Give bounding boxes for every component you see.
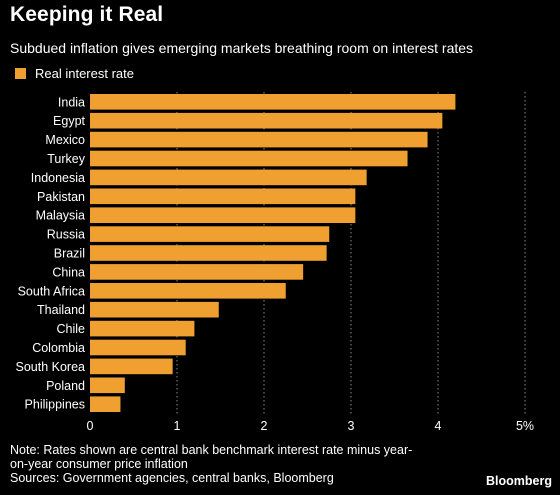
bar	[90, 150, 408, 167]
bar	[90, 264, 304, 280]
x-tick-label: 0	[87, 419, 94, 433]
category-label: Philippines	[25, 398, 85, 412]
footnote: Note: Rates shown are central bank bench…	[10, 443, 450, 485]
category-label: Mexico	[45, 133, 85, 147]
category-label: China	[52, 265, 85, 279]
bar	[90, 188, 356, 205]
category-label: Thailand	[37, 303, 85, 317]
bar	[90, 301, 219, 318]
category-label: Russia	[47, 228, 85, 242]
bar	[90, 169, 367, 186]
x-tick-label: 5%	[516, 419, 534, 433]
chart-title: Keeping it Real	[10, 3, 164, 26]
bar	[90, 339, 186, 356]
note-line-1: Note: Rates shown are central bank bench…	[10, 443, 413, 457]
category-label: Chile	[57, 322, 86, 336]
bar	[90, 94, 456, 110]
bar	[90, 245, 327, 261]
x-tick-label: 2	[261, 419, 268, 433]
bar	[90, 358, 173, 375]
bar	[90, 377, 125, 394]
category-label: Poland	[46, 379, 85, 393]
bar	[90, 207, 356, 223]
chart-subtitle: Subdued inflation gives emerging markets…	[10, 40, 474, 56]
x-tick-label: 4	[435, 419, 442, 433]
category-label: Indonesia	[31, 171, 85, 185]
note-line-2: on-year consumer price inflation	[10, 457, 188, 471]
x-tick-label: 1	[174, 419, 181, 433]
category-label: South Korea	[16, 360, 86, 374]
x-tick-label: 3	[348, 419, 355, 433]
bloomberg-logo: Bloomberg	[486, 474, 552, 488]
category-label: Colombia	[32, 341, 85, 355]
bar	[90, 226, 330, 242]
category-label: Turkey	[47, 152, 85, 166]
bar	[90, 283, 286, 299]
bar	[90, 131, 428, 148]
legend-swatch	[15, 68, 26, 79]
category-label: Pakistan	[37, 190, 85, 204]
category-label: Egypt	[53, 114, 85, 128]
category-label: South Africa	[18, 284, 85, 298]
category-label: Malaysia	[36, 209, 85, 223]
category-label: Brazil	[54, 247, 85, 261]
legend: Real interest rate	[15, 66, 134, 81]
category-label: India	[58, 95, 85, 109]
bar	[90, 112, 443, 129]
sources-line: Sources: Government agencies, central ba…	[10, 471, 334, 485]
bar	[90, 396, 121, 412]
bar	[90, 320, 195, 337]
legend-label: Real interest rate	[35, 66, 134, 81]
